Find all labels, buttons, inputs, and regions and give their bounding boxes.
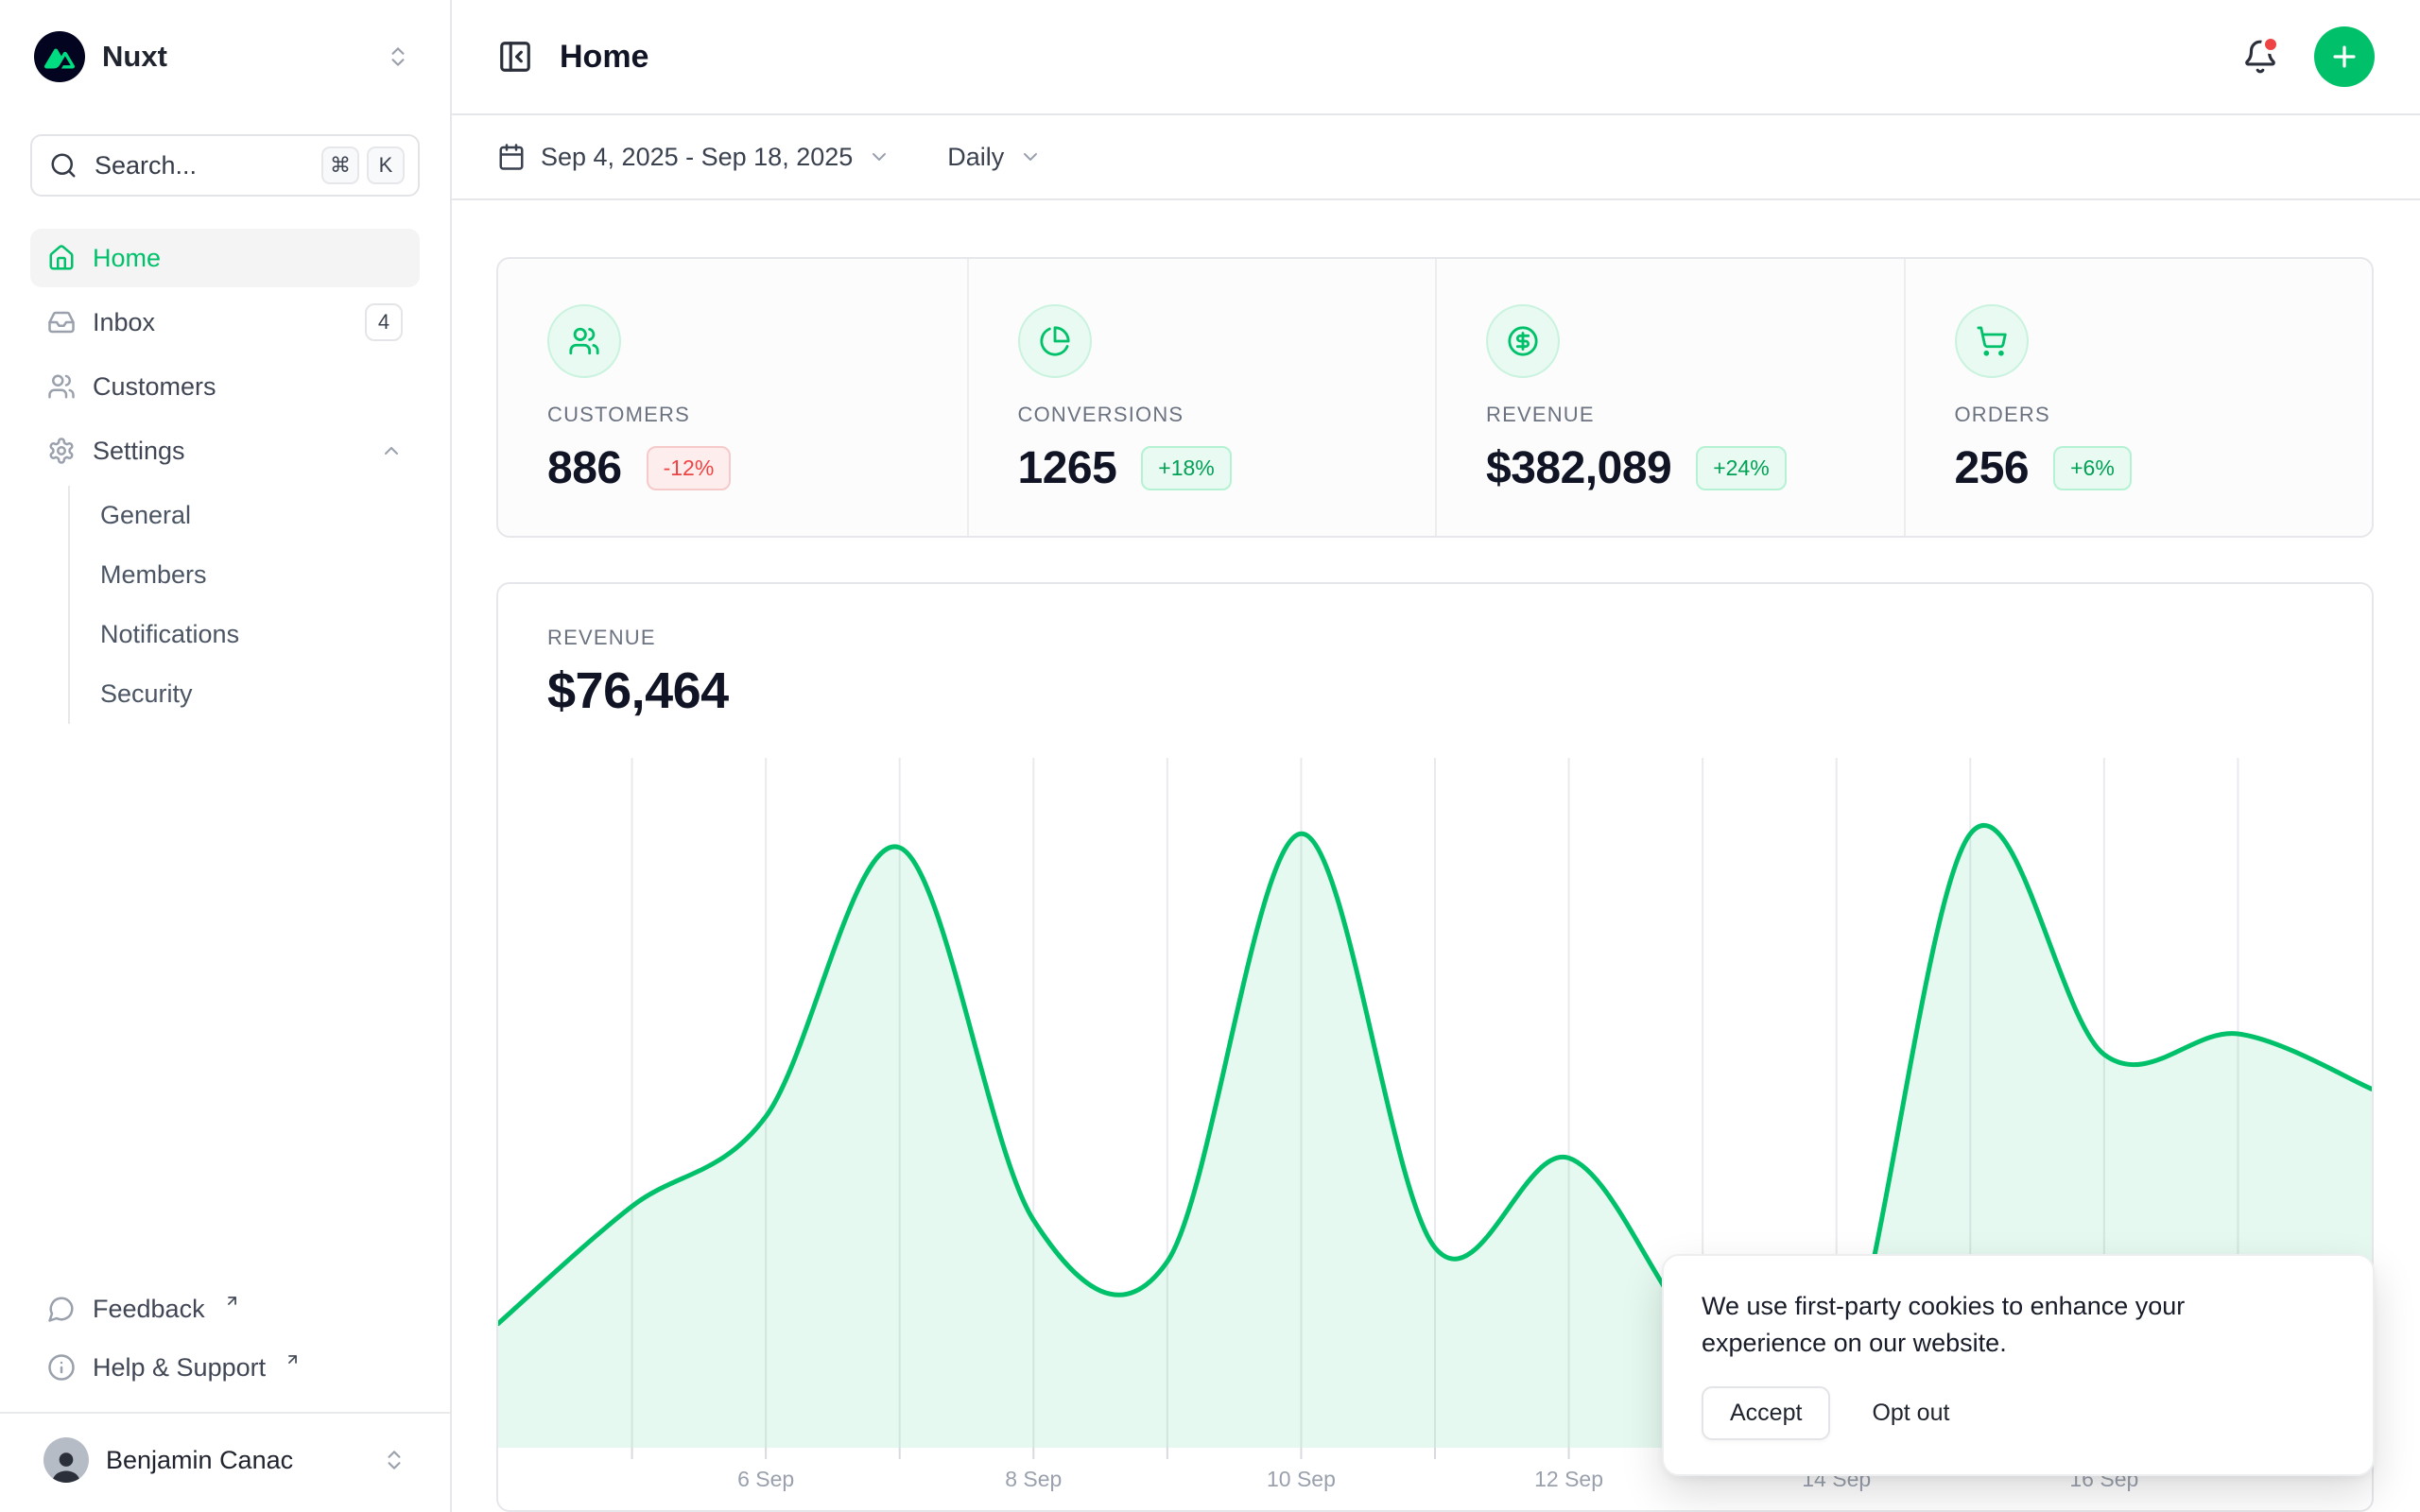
stat-delta-badge: +18% [1141,446,1232,490]
info-icon [47,1353,76,1382]
stat-value: 886 [547,443,622,493]
revenue-total: $76,464 [547,662,729,720]
sidebar-footer: Feedback Help & Support Benjamin Canac [0,1280,450,1493]
gear-icon [47,437,76,465]
sidebar-item-notifications[interactable]: Notifications [100,620,240,648]
page-title: Home [560,38,649,75]
user-name: Benjamin Canac [106,1445,294,1474]
sidebar-item-general[interactable]: General [100,501,192,529]
date-range-label: Sep 4, 2025 - Sep 18, 2025 [541,142,854,171]
collapse-sidebar-button[interactable] [497,39,533,75]
granularity-label: Daily [947,142,1005,171]
kbd-k: K [367,146,405,184]
chevron-up-icon [380,439,403,462]
cart-icon [1954,304,2029,378]
notifications-button[interactable] [2242,35,2280,75]
cookie-message: We use first-party cookies to enhance yo… [1702,1291,2186,1357]
inbox-icon [47,308,76,336]
sidebar-item-label: Home [93,243,162,272]
date-range-picker[interactable]: Sep 4, 2025 - Sep 18, 2025 [497,143,890,172]
stat-customers[interactable]: CUSTOMERS 886 -12% [498,259,967,536]
sidebar: Nuxt Search... ⌘ K Home Inbox 4 [0,0,452,1512]
sidebar-item-feedback[interactable]: Feedback [30,1280,420,1338]
sidebar-item-inbox[interactable]: Inbox 4 [30,293,420,352]
external-link-icon [285,1351,301,1367]
message-circle-icon [47,1295,76,1323]
stat-value: $382,089 [1486,443,1672,493]
chevron-down-icon [868,146,890,168]
pie-chart-icon [1017,304,1092,378]
stat-value: 256 [1954,443,2030,493]
workspace-switcher[interactable]: Nuxt [30,26,420,87]
sidebar-item-settings[interactable]: Settings [30,421,420,480]
stat-revenue[interactable]: REVENUE $382,089 +24% [1435,259,1904,537]
chevrons-up-down-icon [382,1448,406,1472]
users-icon [547,304,621,378]
kbd-cmd: ⌘ [321,146,359,184]
brand-name: Nuxt [102,40,167,73]
avatar [43,1437,89,1483]
stat-delta-badge: -12% [646,446,732,490]
revenue-chart-title: REVENUE [547,626,656,650]
stat-label: CONVERSIONS [1017,403,1184,426]
plus-icon [2328,41,2360,73]
x-axis-label: 12 Sep [1534,1467,1604,1492]
sidebar-item-help-support[interactable]: Help & Support [30,1338,420,1397]
sidebar-item-label: Customers [93,371,216,401]
sidebar-item-customers[interactable]: Customers [30,357,420,416]
sidebar-item-home[interactable]: Home [30,229,420,287]
stat-value: 1265 [1017,443,1117,493]
chevrons-up-down-icon [386,44,410,69]
user-menu[interactable]: Benjamin Canac [30,1427,420,1493]
chevron-down-icon [1019,146,1042,168]
panel-left-close-icon [497,39,533,75]
search-kbd-hint: ⌘ K [321,146,405,184]
sidebar-item-security[interactable]: Security [100,679,193,708]
x-axis-label: 10 Sep [1266,1467,1336,1492]
granularity-select[interactable]: Daily [947,143,1042,172]
accept-button[interactable]: Accept [1702,1386,1831,1440]
filters-toolbar: Sep 4, 2025 - Sep 18, 2025 Daily [452,115,2420,200]
divider [0,1412,450,1414]
stat-label: ORDERS [1954,403,2050,426]
stats-overview: CUSTOMERS 886 -12% CONVERSIONS 1265 +18%… [496,257,2374,539]
inbox-count-badge: 4 [365,303,403,341]
users-icon [47,372,76,401]
calendar-icon [497,143,526,171]
search-placeholder: Search... [95,150,198,180]
sidebar-item-members[interactable]: Members [100,560,207,589]
opt-out-button[interactable]: Opt out [1868,1388,1953,1438]
cookie-banner: We use first-party cookies to enhance yo… [1662,1253,2375,1476]
nuxt-logo-icon [34,31,85,82]
external-link-icon [224,1293,240,1309]
stat-delta-badge: +6% [2053,446,2132,490]
notification-dot [2261,35,2280,54]
x-axis-label: 6 Sep [737,1467,795,1492]
main-content: Home Sep 4, 2025 - Sep 18, 2025 [452,0,2420,1512]
sidebar-item-label: Feedback [93,1294,205,1323]
search-icon [49,151,78,180]
add-button[interactable] [2314,26,2375,87]
sidebar-item-label: Help & Support [93,1352,267,1382]
sidebar-item-label: Inbox [93,307,156,336]
stat-label: CUSTOMERS [547,403,690,426]
page-header: Home [452,0,2420,115]
search-input[interactable]: Search... ⌘ K [30,134,420,197]
stat-delta-badge: +24% [1696,446,1787,490]
dollar-circle-icon [1486,304,1560,378]
home-icon [47,244,76,272]
stat-orders[interactable]: ORDERS 256 +6% [1903,259,2373,537]
x-axis-label: 8 Sep [1005,1467,1063,1492]
stat-label: REVENUE [1486,403,1595,426]
settings-sub-list: General Members Notifications Security [68,486,420,724]
stat-conversions[interactable]: CONVERSIONS 1265 +18% [966,259,1436,537]
sidebar-item-label: Settings [93,436,185,465]
sidebar-nav: Home Inbox 4 Customers Settings Genera [30,229,420,724]
